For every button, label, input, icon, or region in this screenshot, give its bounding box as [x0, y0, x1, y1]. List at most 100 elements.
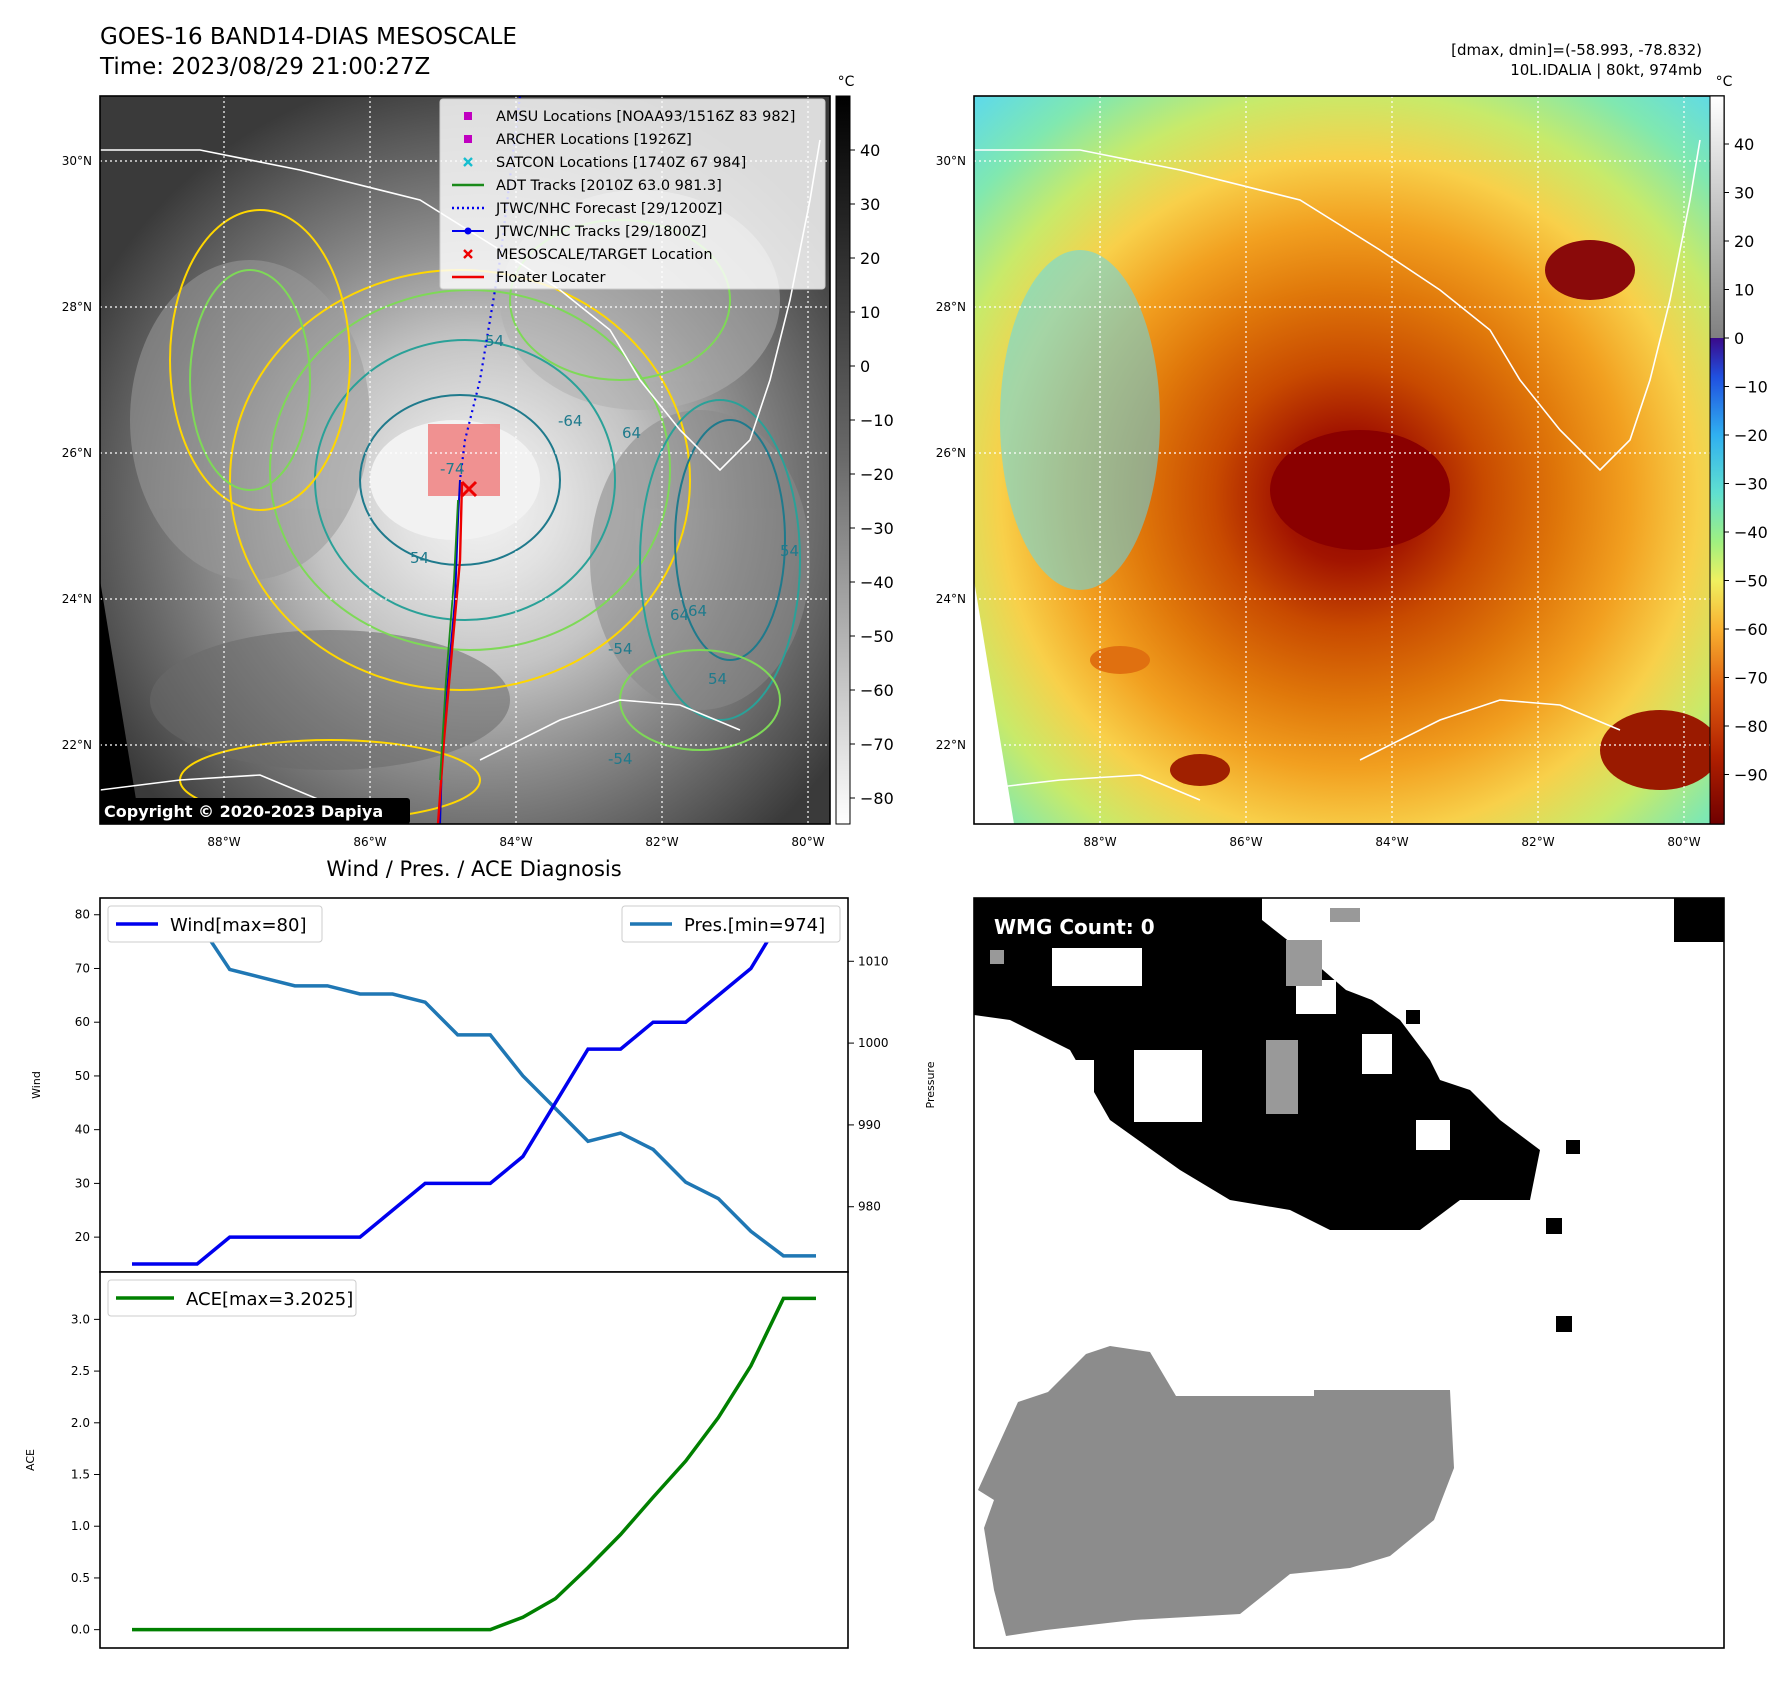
enhanced-colorbar-tick-label: 30 [1734, 184, 1754, 203]
legend-entry-label: MESOSCALE/TARGET Location [496, 247, 713, 263]
contour-label: -54 [608, 750, 633, 768]
enhanced-lat-tick-label: 24°N [936, 592, 966, 606]
contour-label: -74 [440, 460, 465, 478]
storm-info: 10L.IDALIA | 80kt, 974mb [1510, 61, 1702, 79]
ace-tick-label: 3.0 [71, 1312, 90, 1326]
contour-label: 54 [485, 332, 504, 350]
legend-entry-label: ADT Tracks [2010Z 63.0 981.3] [496, 178, 722, 194]
ace-tick-label: 0.5 [71, 1571, 90, 1585]
legend-marker-square [464, 112, 472, 120]
pressure-tick-label: 980 [858, 1200, 881, 1214]
ir-colorbar-tick-label: −60 [860, 681, 894, 700]
copyright-text: Copyright © 2020-2023 Dapiya [104, 802, 383, 821]
enhanced-no-data-wedge [974, 580, 1014, 824]
wmg-frame [973, 897, 1725, 1649]
wind-tick-label: 80 [75, 908, 90, 922]
enhanced-colorbar-tick-label: −70 [1734, 669, 1768, 688]
coastlines [100, 139, 821, 801]
ir-lon-tick-label: 80°W [791, 835, 824, 849]
wind-axis-label: Wind [30, 1071, 43, 1099]
wmg-gray-patches [990, 908, 1360, 1114]
pres-legend-box [621, 905, 841, 943]
enhanced-lat-tick-label: 30°N [936, 154, 966, 168]
enhanced-colorbar-tick-label: 20 [1734, 232, 1754, 251]
diagnosis-panel: Wind / Pres. / ACE Diagnosis Wind Pressu… [24, 857, 937, 1649]
enhanced-colorbar-tick-label: −10 [1734, 378, 1768, 397]
enhanced-colorbar-cold [1710, 338, 1724, 824]
ir-colorbar-tick-label: −20 [860, 465, 894, 484]
contour-label: -64 [558, 412, 583, 430]
wmg-warm-region [978, 1346, 1454, 1636]
pressure-tick-label: 1010 [858, 954, 889, 968]
wmg-corner-block [1674, 898, 1724, 942]
ir-colorbar-tick-label: −70 [860, 735, 894, 754]
dmax-dmin-readout: [dmax, dmin]=(-58.993, -78.832) [1451, 41, 1702, 59]
wmg-panel: WMG Count: 0 [973, 897, 1725, 1649]
ir-lon-tick-label: 86°W [353, 835, 386, 849]
ir-colorbar-tick-label: 30 [860, 195, 880, 214]
figure-time: Time: 2023/08/29 21:00:27Z [99, 54, 430, 80]
pressure-tick-label: 990 [858, 1118, 881, 1132]
ir-colorbar-tick-label: −10 [860, 411, 894, 430]
legend-entry-label: SATCON Locations [1740Z 67 984] [496, 155, 746, 171]
contour-label: 54 [780, 542, 799, 560]
enhanced-colorbar-tick-label: 0 [1734, 329, 1744, 348]
contour-label: 54 [708, 670, 727, 688]
enhanced-colorbar-tick-label: 10 [1734, 281, 1754, 300]
wind-legend-label: Wind[max=80] [170, 915, 307, 936]
enhanced-lat-tick-label: 28°N [936, 300, 966, 314]
wind-tick-label: 60 [75, 1015, 90, 1029]
enhanced-colorbar-tick-label: −40 [1734, 523, 1768, 542]
ace-axes [99, 1271, 849, 1649]
enhanced-lon-tick-label: 84°W [1375, 835, 1408, 849]
enhanced-lat-tick-label: 26°N [936, 446, 966, 460]
wmg-small-squares [1406, 1010, 1580, 1332]
enhanced-colorbar-tick-label: −90 [1734, 766, 1768, 785]
contour-label: 64 [688, 602, 707, 620]
enhanced-lon-tick-label: 80°W [1667, 835, 1700, 849]
enhanced-lat-tick-label: 22°N [936, 738, 966, 752]
enhanced-map-panel: °C 40 30 20 10 0 −10 −20 −30 −40 −50 −60 −70 −80 −90 [973, 74, 1768, 825]
ir-lon-tick-label: 82°W [645, 835, 678, 849]
wind-tick-label: 40 [75, 1123, 90, 1137]
ir-lat-tick-label: 26°N [62, 446, 92, 460]
ace-legend-box [107, 1279, 357, 1317]
wind-tick-label: 20 [75, 1230, 90, 1244]
contour-label: 54 [410, 549, 429, 567]
enhanced-colorbar-tick-label: 40 [1734, 135, 1754, 154]
wmg-count-label: WMG Count: 0 [994, 915, 1155, 939]
legend-entry-label: ARCHER Locations [1926Z] [496, 132, 692, 148]
contour-label: -54 [608, 640, 633, 658]
ir-lat-tick-label: 28°N [62, 300, 92, 314]
ace-tick-label: 2.5 [71, 1364, 90, 1378]
legend-entry-label: JTWC/NHC Forecast [29/1200Z] [495, 201, 722, 217]
legend-entry-label: AMSU Locations [NOAA93/1516Z 83 982] [496, 109, 795, 125]
ir-lon-tick-label: 88°W [207, 835, 240, 849]
legend-marker-x [463, 157, 473, 167]
ace-tick-label: 1.5 [71, 1468, 90, 1482]
legend-marker-square [464, 135, 472, 143]
legend-marker-dot [464, 227, 472, 235]
enhanced-colorbar-tick-label: −80 [1734, 717, 1768, 736]
no-data-wedge [100, 580, 140, 824]
ir-colorbar-tick-label: 0 [860, 357, 870, 376]
ir-map-panel: AMSU Locations [NOAA93/1516Z 83 982] ARCH… [99, 74, 894, 825]
ace-axis-label: ACE [24, 1449, 37, 1471]
pressure-axis-label: Pressure [924, 1061, 937, 1108]
enhanced-colorbar-tick-label: −50 [1734, 572, 1768, 591]
ace-tick-label: 1.0 [71, 1519, 90, 1533]
ir-colorbar [835, 95, 851, 825]
ir-colorbar-tick-label: 40 [860, 141, 880, 160]
floater-track [436, 481, 464, 824]
wind-tick-label: 30 [75, 1176, 90, 1190]
ir-lat-tick-label: 24°N [62, 592, 92, 606]
enhanced-colorbar-unit: °C [1716, 74, 1733, 90]
enhanced-lon-tick-label: 82°W [1521, 835, 1554, 849]
ace-tick-label: 2.0 [71, 1416, 90, 1430]
ir-lat-tick-label: 30°N [62, 154, 92, 168]
enhanced-cloud-texture [1000, 240, 1720, 790]
figure-header: GOES-16 BAND14-DIAS MESOSCALE Time: 2023… [99, 24, 1702, 80]
ace-tick-label: 0.0 [71, 1623, 90, 1637]
enhanced-lon-tick-label: 88°W [1083, 835, 1116, 849]
legend-marker-x [463, 249, 473, 259]
